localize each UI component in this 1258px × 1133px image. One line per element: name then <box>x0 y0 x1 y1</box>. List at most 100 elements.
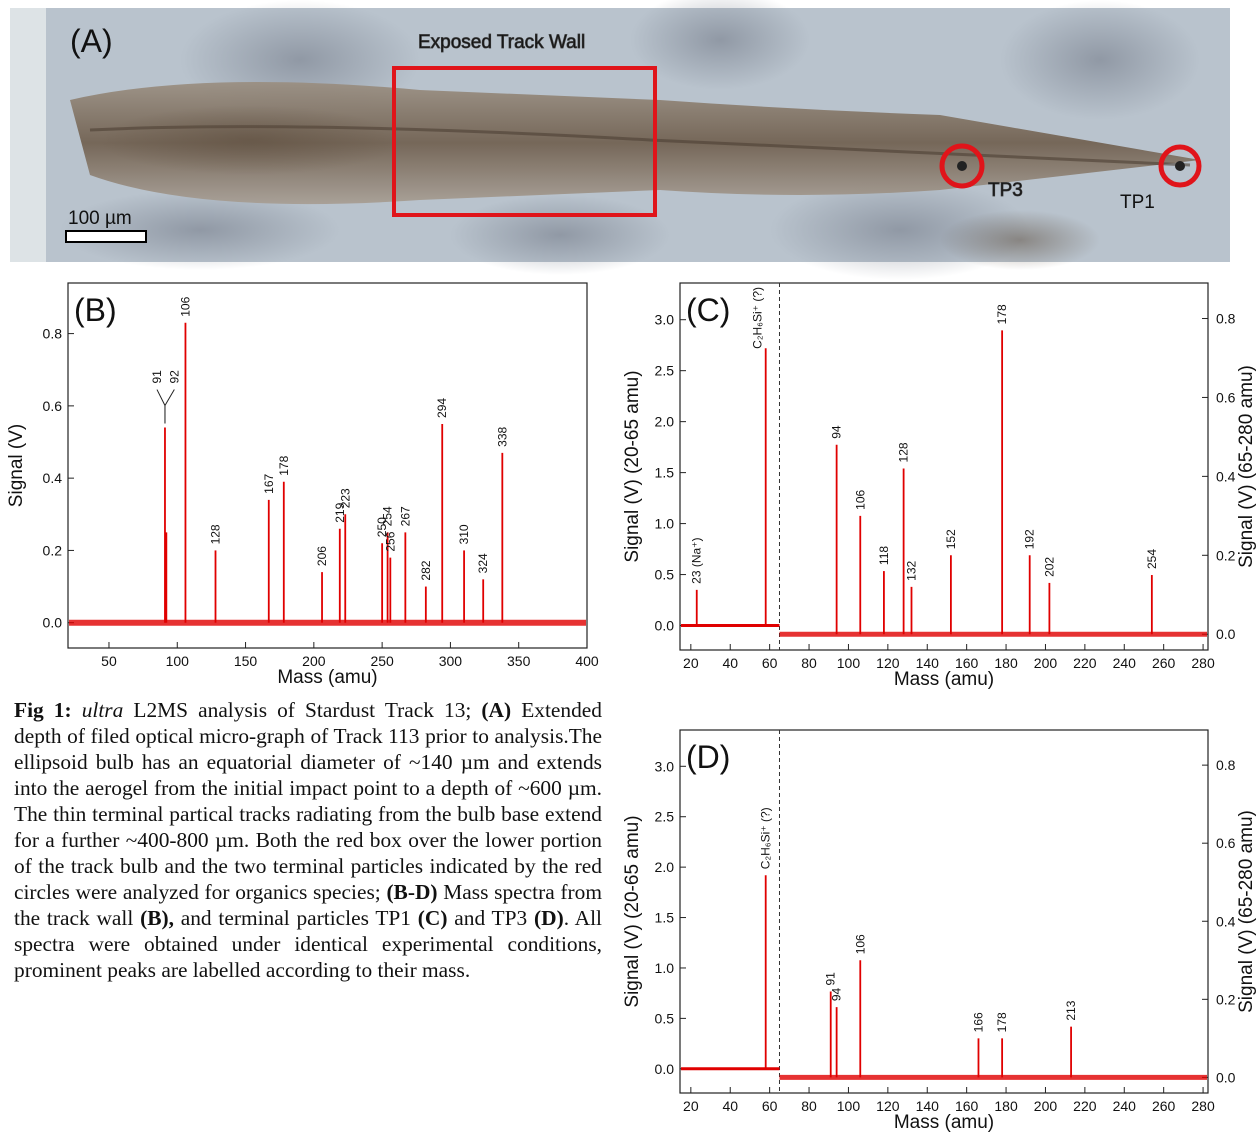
x-axis-label: Mass (amu) <box>894 669 994 690</box>
caption-run: ultra <box>81 698 124 722</box>
peak-label: 106 <box>853 934 867 954</box>
peak-label: 267 <box>398 506 412 526</box>
label-fork <box>156 389 166 424</box>
spectrum-panel: 20 40 60 80 100 120 140 160 180 200 220 240 260 2800.… <box>622 282 1257 690</box>
y-tick-label: 0.5 <box>655 567 675 583</box>
y-tick-label: 0.0 <box>655 1061 675 1077</box>
y2-tick-label: 0.4 <box>1216 468 1236 484</box>
y2-tick-label: 0.4 <box>1216 913 1236 929</box>
y-tick-label: 2.0 <box>655 859 675 875</box>
x-tick-label: 180 <box>994 1098 1018 1114</box>
caption-run <box>72 698 82 722</box>
caption-run: (B), <box>140 906 174 930</box>
panel-label: (A) <box>70 23 113 59</box>
peak-label: 219 <box>333 502 347 522</box>
peak-label: 254 <box>381 506 395 526</box>
x-tick-label: 200 <box>302 653 326 669</box>
x-axis-label: Mass (amu) <box>277 667 377 688</box>
analysis-box <box>392 66 657 217</box>
x-tick-label: 400 <box>575 653 599 669</box>
peak-label: 118 <box>877 546 891 565</box>
y-tick-label: 1.5 <box>655 910 675 926</box>
scale-bar <box>65 230 147 243</box>
caption-run: and TP3 <box>447 906 534 930</box>
x-tick-label: 40 <box>722 1098 738 1114</box>
peak-label: 213 <box>1064 1000 1078 1020</box>
peak-label: 324 <box>476 553 490 573</box>
box-label: Exposed Track Wall <box>418 32 585 53</box>
peak-label: 256 <box>383 531 397 551</box>
caption-run: . All spectra were obtained under identi… <box>14 906 602 982</box>
y-tick-label: 2.5 <box>655 809 675 825</box>
peak-label: 94 <box>830 425 844 439</box>
texture <box>450 195 670 275</box>
caption-run: (C) <box>417 906 448 930</box>
peak-label: 250 <box>375 517 389 537</box>
x-tick-label: 80 <box>801 655 817 671</box>
caption-run: (B-D) <box>386 880 438 904</box>
y2-tick-label: 0.6 <box>1216 389 1236 405</box>
x-axis-label: Mass (amu) <box>894 1112 994 1133</box>
tp1-particle <box>1175 161 1185 171</box>
caption-run: L2MS analysis of Stardust Track 13; <box>123 698 482 722</box>
tp3-label: TP3 <box>988 180 1023 201</box>
x-tick-label: 120 <box>876 1098 900 1114</box>
peak-label: 91 <box>824 972 838 986</box>
plot-frame <box>67 282 588 649</box>
peak-label: 106 <box>853 489 867 509</box>
x-tick-label: 60 <box>762 1098 778 1114</box>
tp3-circle <box>939 143 985 189</box>
peak-label: 92 <box>167 370 181 384</box>
x-tick-label: 220 <box>1073 1098 1097 1114</box>
y-tick-label: 1.0 <box>655 960 675 976</box>
peak-label: 294 <box>435 398 449 418</box>
peak-label: 192 <box>1023 529 1037 549</box>
y-tick-label: 0.6 <box>43 398 63 414</box>
x-tick-label: 280 <box>1191 1098 1215 1114</box>
y-tick-label: 0.8 <box>43 326 63 342</box>
y2-tick-label: 0.0 <box>1216 626 1236 642</box>
x-tick-label: 20 <box>683 1098 699 1114</box>
y-axis-label: Signal (V) (20-65 amu) <box>622 815 643 1007</box>
plot-frame <box>679 282 1209 651</box>
peak-label: 128 <box>897 442 911 462</box>
x-tick-label: 300 <box>439 653 463 669</box>
y2-tick-label: 0.8 <box>1216 311 1236 327</box>
x-tick-label: 50 <box>101 653 117 669</box>
y-tick-label: 2.0 <box>655 414 675 430</box>
panel-a: (A) Exposed Track Wall TP3 TP1 100 µm <box>10 0 1230 280</box>
y2-tick-label: 0.6 <box>1216 835 1236 851</box>
x-tick-label: 280 <box>1191 655 1215 671</box>
spectrum-panel: 20 40 60 80 100 120 140 160 180 200 220 240 260 2800.… <box>622 729 1257 1133</box>
scale-label: 100 µm <box>68 208 132 229</box>
y-tick-label: 0.0 <box>43 615 63 631</box>
texture <box>60 190 340 270</box>
peak-label: 178 <box>277 455 291 475</box>
peak-label: 23 (Na⁺) <box>690 537 704 583</box>
peak-label: 223 <box>338 488 352 508</box>
peak-label: 282 <box>419 560 433 580</box>
peak-label: 94 <box>830 987 844 1001</box>
y-axis-label: Signal (V) <box>6 424 27 507</box>
y2-axis-label: Signal (V) (65-280 amu) <box>1236 810 1257 1013</box>
caption: Fig 1: ultra L2MS analysis of Stardust T… <box>14 697 602 1133</box>
y-tick-label: 0.4 <box>43 470 63 486</box>
y2-tick-label: 0.2 <box>1216 991 1236 1007</box>
panel-label: (B) <box>74 292 117 328</box>
texture <box>630 0 810 90</box>
peak-label: 202 <box>1042 557 1056 577</box>
peak-label: 310 <box>457 524 471 544</box>
x-tick-label: 160 <box>955 655 979 671</box>
caption-run: Extended depth of filed optical micro-gr… <box>14 698 602 904</box>
x-tick-label: 20 <box>683 655 699 671</box>
y-tick-label: 3.0 <box>655 312 675 328</box>
x-tick-label: 120 <box>876 655 900 671</box>
caption-run: Mass spectra from the track wall <box>14 880 602 930</box>
x-tick-label: 260 <box>1152 1098 1176 1114</box>
panel-label: (D) <box>686 739 730 775</box>
x-tick-label: 350 <box>507 653 531 669</box>
caption-run: Fig 1: <box>14 698 72 722</box>
peak-label: C₂H₆Si⁺ (?) <box>751 287 765 349</box>
